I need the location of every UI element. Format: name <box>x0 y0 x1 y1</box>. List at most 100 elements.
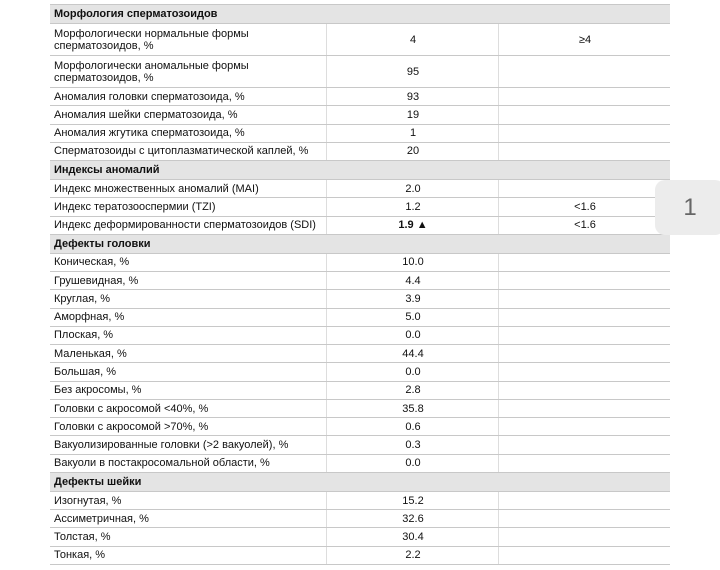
table-row: Сперматозоиды с цитоплазматической капле… <box>50 142 671 162</box>
row-label: Аномалия жгутика сперматозоида, % <box>54 125 324 142</box>
label-line: Аморфная, % <box>54 311 125 324</box>
row-value: 10.0 <box>326 253 499 272</box>
row-value: 19 <box>326 106 499 124</box>
label-line: Без акросомы, % <box>54 384 142 397</box>
label-line: Аномалия жгутика сперматозоида, % <box>54 127 245 140</box>
row-value: 0.0 <box>326 454 499 472</box>
row-value: 15.2 <box>326 491 499 510</box>
reference-cell <box>498 124 671 142</box>
row-label: Головки с акросомой >70%, % <box>54 418 324 435</box>
table-row: Круглая, % 3.9 <box>50 290 671 309</box>
table-row: Плоская, % 0.0 <box>50 326 671 346</box>
table-row: Вакуоли в постакросомальной области, % 0.… <box>50 454 671 473</box>
page-number: 1 <box>655 180 720 235</box>
label-line: Аномалия шейки сперматозоида, % <box>54 108 238 121</box>
row-label: Головки с акросомой <40%, % <box>54 400 324 417</box>
section-title: Индексы аномалий <box>54 164 160 177</box>
row-label: Морфологически нормальные формы сперматоз… <box>54 24 324 55</box>
row-value: 0.0 <box>326 363 499 381</box>
row-value: 95 <box>326 56 499 87</box>
label-line: Головки с акросомой <40%, % <box>54 402 209 415</box>
reference-cell: ≥4 <box>498 24 671 55</box>
row-label: Аномалия шейки сперматозоида, % <box>54 106 324 123</box>
table-row: Индекс тератозооспермии (TZI) 1.2 <1.6 <box>50 198 671 217</box>
reference-cell: <1.6 <box>498 198 671 216</box>
row-label: Сперматозоиды с цитоплазматической капле… <box>54 143 324 160</box>
label-line: Тонкая, % <box>54 549 106 562</box>
reference-cell <box>498 399 671 418</box>
row-value: 32.6 <box>326 510 499 528</box>
row-value: 4.4 <box>326 272 499 290</box>
reference-cell <box>498 528 671 546</box>
reference-cell <box>498 363 671 381</box>
reference-cell <box>498 436 671 454</box>
label-line: сперматозоидов, % <box>54 71 154 84</box>
row-label: Вакуоли в постакросомальной области, % <box>54 455 324 472</box>
reference-cell <box>498 142 671 161</box>
partial-row <box>50 0 670 5</box>
label-line: Индекс тератозооспермии (TZI) <box>54 200 216 213</box>
reference-value: <1.6 <box>574 200 596 213</box>
reference-cell <box>498 418 671 436</box>
label-line: Индекс деформированности сперматозоидов … <box>54 219 316 232</box>
row-value: 44.4 <box>326 345 499 363</box>
row-value: 1.9 ▲ <box>326 216 499 234</box>
label-line: Сперматозоиды с цитоплазматической капле… <box>54 145 309 158</box>
table-row: Большая, % 0.0 <box>50 363 671 382</box>
reference-cell <box>498 546 671 564</box>
table-row: Грушевидная, % 4.4 <box>50 272 670 291</box>
row-label: Большая, % <box>54 363 324 380</box>
reference-cell <box>498 308 671 326</box>
label-line: Ассиметричная, % <box>54 512 149 525</box>
reference-cell <box>498 326 671 345</box>
label-line: Вакуолизированные головки (>2 вакуолей),… <box>54 439 289 452</box>
reference-cell: <1.6 <box>498 216 671 234</box>
label-line: Толстая, % <box>54 531 111 544</box>
row-label: Морфологически аномальные формы сперматоз… <box>54 56 324 87</box>
label-line: Морфологически нормальные формы <box>54 27 249 40</box>
table-row: Аномалия головки сперматозоида, % 93 <box>50 88 670 107</box>
label-line: Круглая, % <box>54 292 111 305</box>
reference-cell <box>498 454 671 472</box>
row-value: 20 <box>326 142 499 161</box>
reference-cell <box>498 345 671 363</box>
row-label: Круглая, % <box>54 290 324 307</box>
reference-cell <box>498 290 671 308</box>
report-table: Морфология сперматозоидов Морфологически … <box>50 0 670 570</box>
table-row: Головки с акросомой <40%, % 35.8 <box>50 399 671 419</box>
row-label: Вакуолизированные головки (>2 вакуолей),… <box>54 436 324 453</box>
table-row: Головки с акросомой >70%, % 0.6 <box>50 418 671 437</box>
table-row: Морфологически нормальные формы сперматоз… <box>50 24 670 56</box>
row-label: Плоская, % <box>54 327 324 344</box>
row-value: 35.8 <box>326 399 499 418</box>
table-row: Толстая, % 30.4 <box>50 528 671 547</box>
row-value: 93 <box>326 88 499 106</box>
table-row: Ассиметричная, % 32.6 <box>50 510 670 529</box>
row-label: Аморфная, % <box>54 309 324 326</box>
reference-value: <1.6 <box>574 219 596 232</box>
table-row: Вакуолизированные головки (>2 вакуолей),… <box>50 436 671 455</box>
table-row: Тонкая, % 2.2 <box>50 546 671 565</box>
table-row: Аномалия жгутика сперматозоида, % 1 <box>50 124 671 143</box>
label-line: Изогнутая, % <box>54 494 122 507</box>
label-line: Индекс множественных аномалий (MAI) <box>54 182 259 195</box>
row-value: 2.0 <box>326 180 499 198</box>
row-value: 1.2 <box>326 198 499 216</box>
reference-cell <box>498 381 671 399</box>
row-value: 30.4 <box>326 528 499 546</box>
section-title: Дефекты головки <box>54 237 151 250</box>
label-line: Морфологически аномальные формы <box>54 59 249 72</box>
row-value: 2.2 <box>326 546 499 564</box>
row-value: 0.3 <box>326 436 499 454</box>
row-label: Без акросомы, % <box>54 382 324 399</box>
row-label: Маленькая, % <box>54 345 324 362</box>
reference-cell <box>498 180 671 198</box>
reference-value: ≥4 <box>578 33 592 46</box>
label-line: Головки с акросомой >70%, % <box>54 420 209 433</box>
row-value: 1 <box>326 124 499 142</box>
label-line: Маленькая, % <box>54 347 127 360</box>
label-line: Плоская, % <box>54 329 114 342</box>
label-line: Аномалия головки сперматозоида, % <box>54 90 245 103</box>
row-value: 0.0 <box>326 326 499 345</box>
